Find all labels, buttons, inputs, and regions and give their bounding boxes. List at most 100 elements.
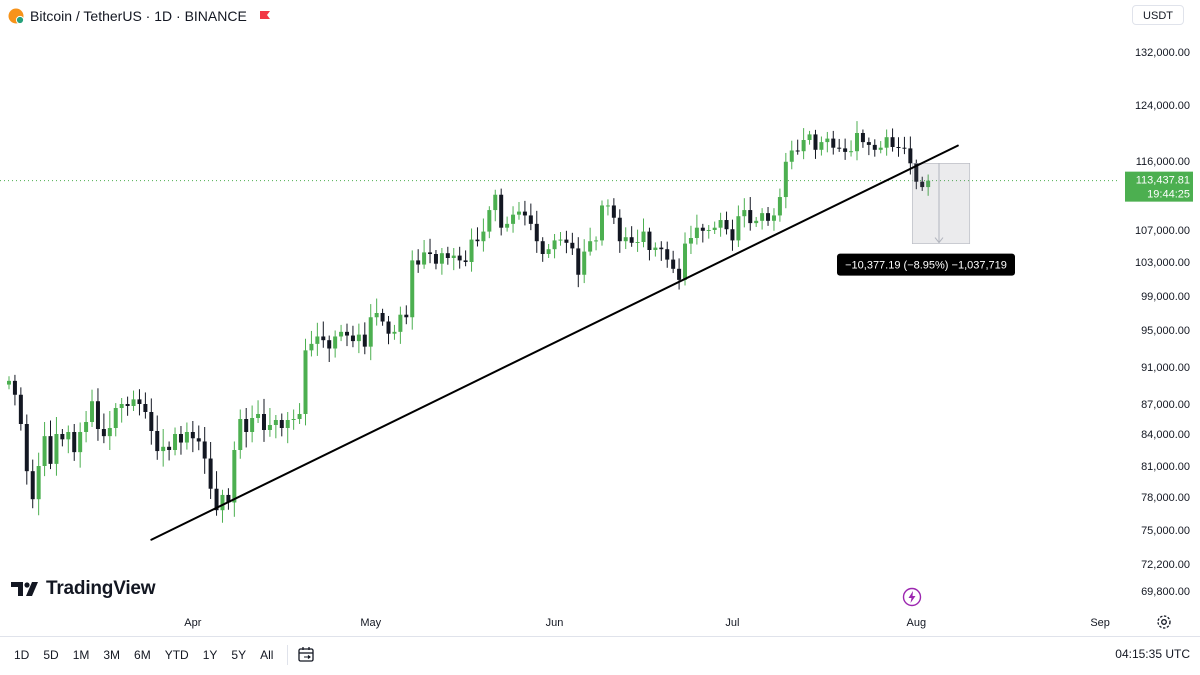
flag-icon[interactable] xyxy=(259,10,271,22)
symbol-title[interactable]: Bitcoin / TetherUS · 1D · BINANCE xyxy=(30,8,247,24)
calendar-range-icon[interactable] xyxy=(296,645,316,665)
candles xyxy=(7,121,931,523)
logo-text: TradingView xyxy=(46,578,156,599)
range-ytd-button[interactable]: YTD xyxy=(159,648,195,662)
candle-body xyxy=(890,137,895,147)
candle-body xyxy=(522,211,527,216)
range-all-button[interactable]: All xyxy=(254,648,279,662)
candle-body xyxy=(113,408,118,428)
utc-clock[interactable]: 04:15:35 UTC xyxy=(1115,647,1190,661)
candle-body xyxy=(60,434,65,440)
candle-body xyxy=(149,412,154,431)
candlestick-chart[interactable]: −10,377.19 (−8.95%) −1,037,719 132,000.0… xyxy=(0,0,1200,636)
tradingview-logo-icon xyxy=(11,582,38,596)
candle-body xyxy=(872,144,877,150)
candle-body xyxy=(137,399,142,404)
price-tick-label: 78,000.00 xyxy=(1141,492,1190,504)
range-5y-button[interactable]: 5Y xyxy=(225,648,252,662)
time-tick-label: Sep xyxy=(1090,617,1110,629)
candle-body xyxy=(392,331,397,334)
price-tick-label: 91,000.00 xyxy=(1141,362,1190,374)
candle-body xyxy=(178,434,183,443)
candle-body xyxy=(819,142,824,150)
candle-body xyxy=(303,350,308,414)
candle-body xyxy=(902,147,907,149)
time-tick-label: Jun xyxy=(546,617,564,629)
candle-body xyxy=(297,414,302,419)
candle-body xyxy=(101,429,106,437)
time-tick-label: May xyxy=(360,617,381,629)
candle-body xyxy=(712,227,717,230)
price-tick-label: 99,000.00 xyxy=(1141,291,1190,303)
candle-body xyxy=(469,239,474,262)
candle-body xyxy=(321,336,326,341)
range-3m-button[interactable]: 3M xyxy=(97,648,126,662)
candle-body xyxy=(623,237,628,242)
candle-body xyxy=(208,458,213,489)
candle-body xyxy=(588,241,593,252)
candle-body xyxy=(481,231,486,242)
time-tick-label: Apr xyxy=(184,617,201,629)
candle-body xyxy=(641,231,646,242)
candle-body xyxy=(250,418,255,432)
time-tick-label: Jul xyxy=(725,617,739,629)
settings-gear-icon[interactable] xyxy=(1156,614,1172,630)
candle-body xyxy=(380,313,385,322)
candle-body xyxy=(926,180,931,188)
candle-body xyxy=(279,420,284,428)
candle-body xyxy=(451,255,456,258)
candle-body xyxy=(167,446,172,450)
price-tick-label: 95,000.00 xyxy=(1141,325,1190,337)
range-6m-button[interactable]: 6M xyxy=(128,648,157,662)
candle-body xyxy=(516,211,521,215)
candle-body xyxy=(291,419,296,420)
candle-body xyxy=(107,428,112,437)
candle-body xyxy=(908,148,913,164)
range-1m-button[interactable]: 1M xyxy=(67,648,96,662)
symbol-header[interactable]: Bitcoin / TetherUS · 1D · BINANCE xyxy=(8,6,271,26)
candle-body xyxy=(694,227,699,238)
candle-body xyxy=(131,399,136,406)
candle-body xyxy=(582,251,587,275)
candle-body xyxy=(350,335,355,342)
time-axis: Apr May Jun Jul Aug Sep xyxy=(184,617,1110,629)
candle-body xyxy=(807,134,812,140)
candle-body xyxy=(754,220,759,224)
measure-label-box xyxy=(837,253,1015,276)
candle-body xyxy=(552,240,557,250)
candle-body xyxy=(528,215,533,224)
candle-body xyxy=(368,317,373,347)
candle-body xyxy=(445,253,450,258)
candle-body xyxy=(570,242,575,249)
range-5d-button[interactable]: 5D xyxy=(37,648,64,662)
candle-body xyxy=(386,321,391,334)
tradingview-logo[interactable]: TradingView xyxy=(10,578,156,600)
candle-body xyxy=(635,242,640,243)
candle-body xyxy=(837,147,842,149)
candle-body xyxy=(78,432,83,453)
candle-body xyxy=(766,213,771,221)
candle-body xyxy=(783,161,788,198)
candle-body xyxy=(327,340,332,349)
price-tick-label: 69,800.00 xyxy=(1141,586,1190,598)
candle-body xyxy=(564,239,569,243)
candle-body xyxy=(831,138,836,148)
price-tick-label: 84,000.00 xyxy=(1141,429,1190,441)
price-tick-label: 72,200.00 xyxy=(1141,559,1190,571)
candle-body xyxy=(267,425,272,430)
currency-button[interactable]: USDT xyxy=(1132,5,1184,25)
candle-body xyxy=(617,217,622,242)
range-1y-button[interactable]: 1Y xyxy=(197,648,224,662)
candle-body xyxy=(546,249,551,254)
lightning-icon[interactable] xyxy=(902,587,922,607)
toolbar-divider xyxy=(287,645,289,665)
candle-body xyxy=(594,240,599,242)
price-tick-label: 107,000.00 xyxy=(1135,225,1190,237)
candle-body xyxy=(155,431,160,452)
candle-body xyxy=(232,450,237,503)
candle-body xyxy=(860,133,865,143)
candle-body xyxy=(12,380,17,395)
range-1d-button[interactable]: 1D xyxy=(8,648,35,662)
candle-body xyxy=(896,147,901,148)
candle-body xyxy=(724,220,729,230)
